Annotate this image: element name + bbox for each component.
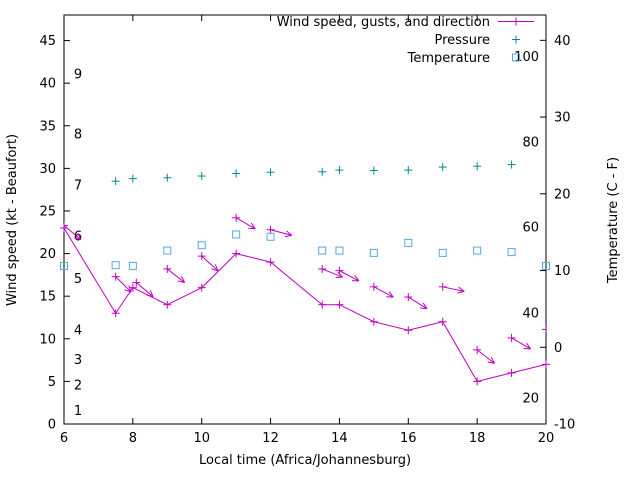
legend-label-wind: Wind speed, gusts, and direction — [277, 15, 490, 30]
svg-text:60: 60 — [522, 221, 539, 236]
gust-direction-arrows — [64, 213, 546, 364]
pressure-series — [111, 160, 516, 186]
svg-text:40: 40 — [554, 34, 571, 49]
svg-text:3: 3 — [74, 353, 82, 368]
svg-text:16: 16 — [400, 431, 417, 446]
svg-text:0: 0 — [554, 341, 562, 356]
beaufort-scale-labels: 123456789 — [74, 68, 82, 420]
svg-text:10: 10 — [39, 332, 56, 347]
svg-text:10: 10 — [193, 431, 210, 446]
svg-text:20: 20 — [39, 247, 56, 262]
svg-text:30: 30 — [554, 111, 571, 126]
svg-text:20: 20 — [538, 431, 555, 446]
svg-text:30: 30 — [39, 162, 56, 177]
svg-text:5: 5 — [48, 375, 56, 390]
legend-samples — [498, 17, 534, 62]
svg-text:45: 45 — [39, 34, 56, 49]
x-axis-title: Local time (Africa/Johannesburg) — [199, 453, 411, 468]
svg-text:35: 35 — [39, 119, 56, 134]
axes: 6 8 10 12 14 16 18 20051015202530354045-1001020… — [39, 14, 575, 446]
svg-text:40: 40 — [522, 307, 539, 322]
svg-text:9: 9 — [74, 68, 82, 83]
y-axis-left-title: Wind speed (kt - Beaufort) — [5, 134, 20, 306]
plot-area: 6 8 10 12 14 16 18 20051015202530354045-1001020… — [39, 14, 575, 446]
svg-text:10: 10 — [554, 264, 571, 279]
svg-text:12: 12 — [262, 431, 279, 446]
svg-text:-10: -10 — [554, 418, 575, 433]
svg-text:20: 20 — [522, 392, 539, 407]
fahrenheit-scale-labels: 20 40 60 80 100 — [514, 50, 539, 406]
temperature-series — [60, 230, 550, 270]
svg-text:80: 80 — [522, 135, 539, 150]
svg-text:0: 0 — [48, 418, 56, 433]
svg-text:8: 8 — [129, 431, 137, 446]
svg-text:4: 4 — [74, 323, 82, 338]
svg-text:40: 40 — [39, 77, 56, 92]
svg-text:25: 25 — [39, 204, 56, 219]
svg-text:18: 18 — [469, 431, 486, 446]
svg-text:7: 7 — [74, 178, 82, 193]
svg-text:5: 5 — [74, 272, 82, 287]
svg-text:15: 15 — [39, 290, 56, 305]
svg-text:1: 1 — [74, 404, 82, 419]
wind-speed-series — [60, 224, 550, 386]
svg-text:2: 2 — [74, 379, 82, 394]
svg-text:6: 6 — [60, 431, 68, 446]
y-axis-right-title: Temperature (C - F) — [606, 157, 621, 284]
legend-label-temperature: Temperature — [407, 51, 490, 66]
svg-text:14: 14 — [331, 431, 348, 446]
svg-text:100: 100 — [514, 50, 539, 65]
legend-label-pressure: Pressure — [434, 33, 490, 48]
svg-text:8: 8 — [74, 127, 82, 142]
svg-text:20: 20 — [554, 187, 571, 202]
